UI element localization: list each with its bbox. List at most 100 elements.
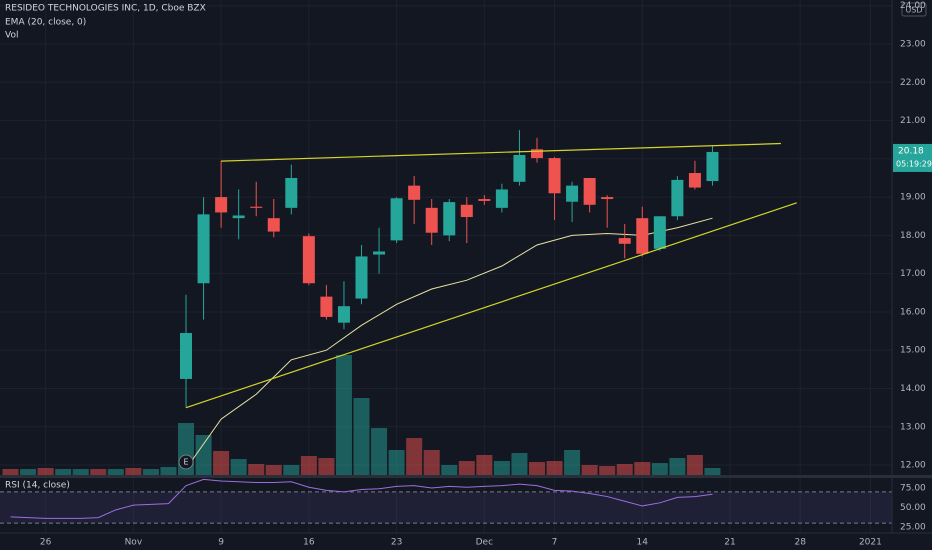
volume-bar bbox=[160, 467, 177, 475]
candle-body bbox=[250, 206, 263, 208]
volume-bar bbox=[371, 428, 388, 475]
candle-body bbox=[180, 332, 193, 379]
volume-bar bbox=[72, 469, 89, 475]
trendline bbox=[185, 202, 797, 409]
candle-body bbox=[215, 197, 228, 213]
volume-bar bbox=[213, 451, 230, 475]
candle-body bbox=[197, 214, 210, 284]
marks bbox=[0, 130, 892, 524]
candle-body bbox=[320, 296, 333, 317]
candle-body bbox=[337, 306, 350, 323]
y-tick-label: 23.00 bbox=[900, 40, 926, 50]
candle-body bbox=[302, 236, 315, 284]
y-tick-label: 19.00 bbox=[900, 193, 926, 203]
grid bbox=[0, 0, 892, 533]
x-tick-label: 9 bbox=[218, 538, 224, 548]
volume-bar bbox=[704, 468, 721, 475]
y-tick-label: 15.00 bbox=[900, 346, 926, 356]
earnings-icon[interactable] bbox=[178, 454, 194, 470]
volume-bar bbox=[406, 438, 423, 475]
rsi-legend: RSI (14, close) bbox=[5, 481, 70, 491]
volume-bar bbox=[528, 462, 545, 475]
y-tick-label: 22.00 bbox=[900, 78, 926, 88]
volume-bar bbox=[686, 455, 703, 475]
candle-body bbox=[566, 185, 579, 202]
candle-body bbox=[355, 256, 368, 299]
volume-bar bbox=[107, 469, 124, 475]
volume-bar bbox=[669, 458, 686, 475]
candle-body bbox=[425, 207, 438, 233]
volume-bar bbox=[90, 469, 107, 475]
volume-bar bbox=[2, 469, 19, 475]
volume-bar bbox=[651, 463, 668, 475]
volume-bar bbox=[125, 468, 142, 475]
volume-bar bbox=[616, 464, 633, 475]
rsi-line bbox=[10, 478, 713, 519]
trendline bbox=[221, 142, 781, 162]
volume-bar bbox=[248, 464, 265, 475]
volume-bar bbox=[493, 461, 510, 475]
volume-bar bbox=[300, 456, 317, 475]
x-tick-label: Dec bbox=[476, 538, 493, 548]
ema-legend: EMA (20, close, 0) bbox=[5, 18, 86, 28]
candle-body bbox=[285, 177, 298, 208]
candle-body bbox=[232, 215, 245, 219]
volume-bar bbox=[511, 453, 528, 475]
x-tick-label: Nov bbox=[125, 538, 143, 548]
chart-title: RESIDEO TECHNOLOGIES INC, 1D, Cboe BZX bbox=[5, 4, 206, 14]
volume-bar bbox=[581, 465, 598, 475]
candle-body bbox=[373, 251, 386, 255]
vol-legend: Vol bbox=[5, 31, 18, 41]
candle-body bbox=[601, 197, 614, 200]
x-tick-label: 26 bbox=[40, 538, 52, 548]
y-tick-label: 12.00 bbox=[900, 461, 926, 471]
volume-bar bbox=[353, 398, 370, 475]
currency-box[interactable] bbox=[901, 2, 927, 17]
y-tick-label: 13.00 bbox=[900, 422, 926, 432]
volume-bar bbox=[55, 469, 72, 475]
candle-body bbox=[618, 238, 631, 244]
volume-bar bbox=[335, 355, 352, 475]
x-tick-label: 28 bbox=[794, 538, 806, 548]
candle-body bbox=[460, 204, 473, 218]
y-tick-label: 18.00 bbox=[900, 231, 926, 241]
candle-body bbox=[583, 177, 596, 205]
rsi-band bbox=[0, 491, 892, 524]
currency: USD bbox=[905, 6, 922, 15]
volume-bar bbox=[318, 458, 335, 475]
y-tick-label: 16.00 bbox=[900, 307, 926, 317]
earnings-label: E bbox=[183, 458, 188, 467]
volume-bar bbox=[458, 461, 475, 475]
volume-bar bbox=[37, 468, 54, 475]
volume-bar bbox=[142, 469, 159, 475]
volume-bar bbox=[20, 469, 37, 475]
rsi-tick-label: 75.00 bbox=[900, 483, 926, 493]
rsi-tick-label: 50.00 bbox=[900, 503, 926, 513]
volume-bar bbox=[564, 450, 581, 475]
candle-body bbox=[636, 218, 649, 254]
volume-bar bbox=[423, 450, 440, 475]
volume-bar bbox=[283, 465, 300, 475]
x-tick-label: 7 bbox=[552, 538, 558, 548]
volume-bar bbox=[476, 455, 493, 475]
x-tick-label: 23 bbox=[391, 538, 402, 548]
candle-body bbox=[267, 218, 280, 232]
y-tick-label: 17.00 bbox=[900, 269, 926, 279]
last-price-box bbox=[893, 143, 932, 172]
candle-body bbox=[408, 185, 421, 200]
candle-body bbox=[513, 155, 526, 182]
volume-bar bbox=[634, 462, 651, 475]
candle-body bbox=[671, 179, 684, 217]
candle-body bbox=[548, 158, 561, 194]
candle-body bbox=[478, 199, 491, 201]
x-tick-label: 21 bbox=[724, 538, 735, 548]
volume-bar bbox=[546, 461, 563, 475]
candle-body bbox=[443, 202, 456, 236]
candle-body bbox=[706, 151, 719, 182]
candle-body bbox=[390, 198, 403, 241]
volume-bar bbox=[195, 435, 212, 475]
volume-bar bbox=[599, 466, 616, 475]
y-tick-label: 21.00 bbox=[900, 116, 926, 126]
rsi-tick-label: 25.00 bbox=[900, 522, 926, 532]
